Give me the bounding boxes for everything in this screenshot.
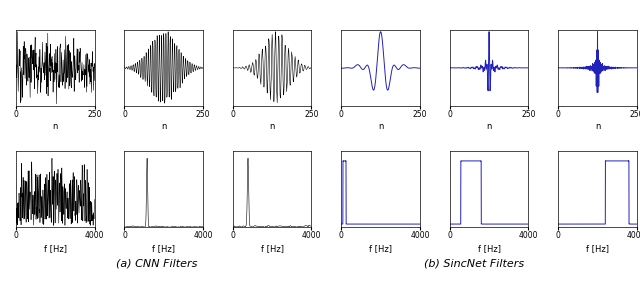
X-axis label: f [Hz]: f [Hz] <box>260 244 284 253</box>
X-axis label: f [Hz]: f [Hz] <box>44 244 67 253</box>
X-axis label: n: n <box>486 123 492 132</box>
X-axis label: n: n <box>52 123 58 132</box>
Text: (a) CNN Filters: (a) CNN Filters <box>116 258 198 268</box>
X-axis label: n: n <box>161 123 166 132</box>
X-axis label: f [Hz]: f [Hz] <box>586 244 609 253</box>
X-axis label: f [Hz]: f [Hz] <box>369 244 392 253</box>
X-axis label: n: n <box>269 123 275 132</box>
Text: (b) SincNet Filters: (b) SincNet Filters <box>424 258 524 268</box>
X-axis label: f [Hz]: f [Hz] <box>152 244 175 253</box>
X-axis label: f [Hz]: f [Hz] <box>477 244 500 253</box>
X-axis label: n: n <box>378 123 383 132</box>
X-axis label: n: n <box>595 123 600 132</box>
